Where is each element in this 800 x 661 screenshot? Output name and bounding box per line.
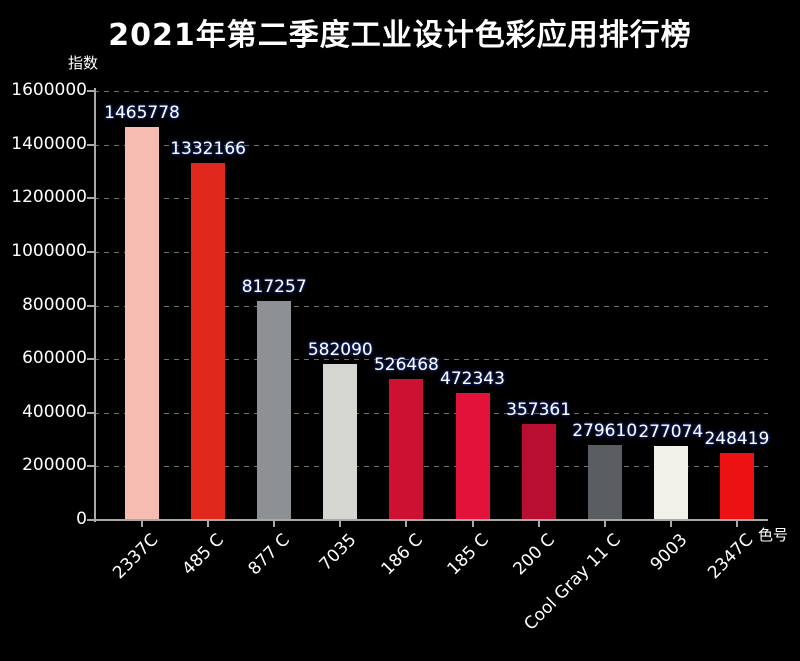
gridline (94, 305, 768, 307)
bar (455, 393, 490, 519)
chart-title: 2021年第二季度工业设计色彩应用排行榜 (108, 18, 692, 53)
x-tick-label: 2337C (109, 530, 163, 584)
x-axis-title: 色号 (758, 526, 789, 544)
gridline (94, 412, 768, 414)
y-tick (87, 90, 94, 92)
bar-value-label: 817257 (241, 276, 307, 297)
bar (719, 453, 754, 519)
gridline (94, 466, 768, 468)
x-tick (141, 520, 143, 527)
bar-value-label: 472343 (440, 369, 505, 390)
y-tick (87, 358, 94, 361)
x-tick (405, 520, 408, 527)
x-tick-label: 186 C (377, 530, 427, 580)
y-tick-label: 600000 (22, 348, 87, 369)
bar (389, 378, 424, 519)
x-tick-label: 9003 (646, 530, 691, 575)
bar (521, 424, 556, 519)
bar-value-label: 1332166 (170, 138, 246, 159)
x-tick (207, 520, 210, 527)
bar-value-label: 357361 (506, 400, 572, 421)
y-tick-label: 800000 (22, 294, 87, 315)
y-axis-title: 指数 (68, 54, 99, 72)
bar-value-label: 582090 (307, 339, 373, 360)
x-tick (339, 520, 342, 527)
y-tick-label: 1600000 (11, 80, 87, 100)
y-tick (87, 143, 94, 146)
x-axis (94, 519, 768, 521)
gridline (94, 91, 768, 92)
gridline (94, 198, 768, 200)
gridline (94, 144, 768, 146)
x-tick-label: 185 C (443, 530, 493, 580)
bar-value-label: 277074 (638, 421, 704, 442)
y-axis (94, 88, 96, 522)
bar (125, 126, 159, 519)
y-tick (87, 519, 94, 521)
y-tick (87, 304, 94, 307)
y-tick (87, 411, 94, 414)
y-tick-label: 0 (76, 509, 87, 529)
y-tick (87, 250, 94, 253)
bar-value-label: 248419 (704, 429, 770, 450)
x-tick-label: 2347C (703, 530, 758, 584)
y-tick-label: 200000 (22, 455, 87, 476)
y-tick (87, 465, 94, 468)
bar (587, 445, 622, 519)
x-tick (735, 520, 738, 527)
gridline (94, 359, 768, 361)
y-tick (87, 197, 94, 200)
y-tick-label: 1200000 (11, 187, 87, 208)
x-tick-label: 485 C (178, 530, 229, 580)
y-tick-label: 1000000 (11, 240, 87, 261)
bar (191, 162, 226, 519)
bar (653, 445, 688, 519)
bar-value-label: 1465778 (104, 102, 180, 123)
bar-value-label: 526468 (373, 354, 439, 375)
bar-value-label: 279610 (572, 421, 638, 442)
x-tick (669, 520, 672, 527)
x-tick-label: 877 C (245, 530, 295, 580)
x-tick (273, 520, 276, 527)
y-tick-label: 1400000 (11, 133, 87, 154)
x-tick (603, 520, 606, 527)
x-tick-label: 7035 (315, 530, 361, 575)
bar (257, 300, 292, 519)
x-tick-label: 200 C (509, 530, 559, 580)
x-tick (537, 520, 540, 527)
bar (323, 363, 358, 519)
y-tick-label: 400000 (22, 401, 87, 422)
gridline (94, 251, 768, 253)
x-tick (471, 520, 474, 527)
